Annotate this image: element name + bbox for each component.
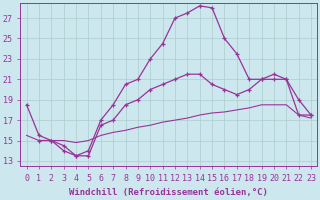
X-axis label: Windchill (Refroidissement éolien,°C): Windchill (Refroidissement éolien,°C) bbox=[69, 188, 268, 197]
